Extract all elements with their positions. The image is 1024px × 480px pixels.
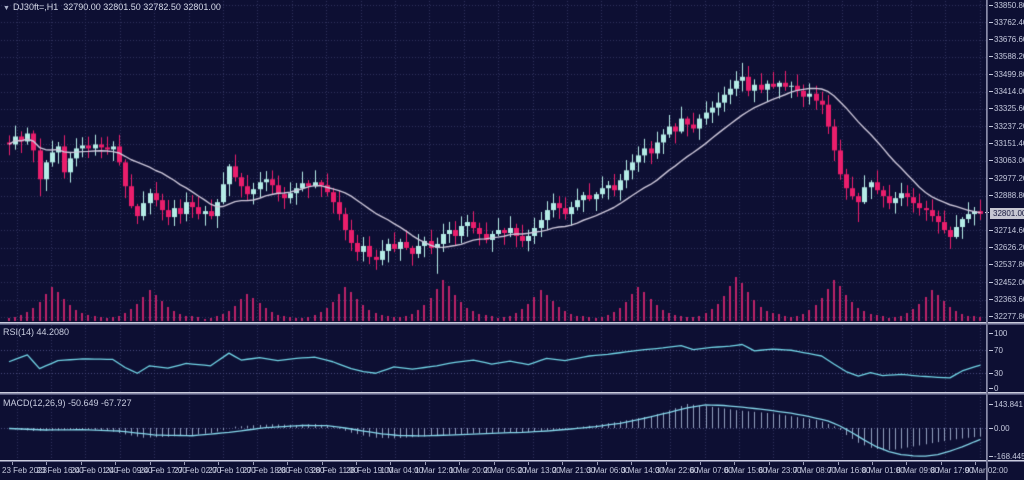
time-axis-label: 27 Feb 10:00 [208,462,256,475]
time-axis-label: 7 Mar 08:00 [793,462,836,475]
price-axis-label: 33151.40 [988,139,1024,148]
time-axis-label: 24 Feb 17:00 [139,462,187,475]
price-axis-label: 32452.00 [988,278,1024,287]
pane-separator-macd[interactable] [0,392,1024,395]
current-price-tag: 32801.00 [984,208,1024,220]
rsi-axis-label: 30 [989,368,1003,378]
collapse-arrow-icon[interactable]: ▼ [3,5,10,12]
rsi-axis-label: 100 [988,328,1008,338]
time-axis-label: 23 Feb 16:00 [36,462,84,475]
time-axis-label: 8 Mar 17:00 [930,462,974,475]
price-axis-label: 32277.80 [988,312,1024,321]
time-axis-label: 8 Mar 09:00 [896,462,940,475]
time-axis[interactable]: 23 Feb 2023 23 Feb 16:00 24 Feb 01:00 24 Fe… [0,462,1024,480]
price-axis[interactable]: 33850.80 33762.40 33676.60 33588.20 33499.80… [984,0,1024,461]
price-axis-label: 33237.20 [988,122,1024,131]
price-axis-label: 33414.00 [988,87,1024,96]
price-axis-separator [986,0,988,480]
time-axis-separator [0,460,1024,462]
price-axis-label: 32537.80 [988,260,1024,269]
price-axis-label: 32977.20 [988,174,1024,183]
time-axis-label: 6 Mar 23:00 [758,462,802,475]
rsi-axis-label: 0 [988,383,999,393]
time-axis-label: 2 Mar 21:00 [552,462,596,475]
price-axis-label: 33762.40 [988,18,1024,27]
price-axis-label: 33850.80 [988,1,1024,10]
time-axis-label: 28 Feb 19:00 [346,462,394,475]
price-axis-label: 32363.60 [988,295,1024,304]
time-axis-label: 8 Mar 01:00 [862,462,905,475]
time-axis-label: 1 Mar 04:00 [380,462,424,475]
price-axis-label: 33325.60 [988,104,1024,113]
time-axis-label: 2 Mar 05:00 [483,462,527,475]
main-chart-canvas[interactable] [0,0,987,461]
time-axis-label: 28 Feb 03:00 [277,462,325,475]
time-axis-label: 23 Feb 2023 [2,462,47,475]
time-axis-label: 3 Mar 22:00 [655,462,699,475]
price-axis-label: 32888.80 [988,191,1024,200]
chart-ohlc-readout: 32790.00 32801.50 32782.50 32801.00 [63,2,221,12]
time-axis-label: 3 Mar 14:00 [621,462,664,475]
pane-separator-rsi[interactable] [0,322,1024,325]
rsi-indicator-label: RSI(14) 44.2080 [3,327,70,337]
price-axis-label: 33588.20 [988,52,1024,61]
macd-axis-label: 0.00 [989,423,1010,433]
chart-symbol-timeframe: DJ30ft=,H1 [12,2,59,12]
price-axis-label: 32714.60 [988,226,1024,235]
time-axis-label: 28 Feb 11:00 [311,462,359,475]
time-axis-label: 1 Mar 20:00 [449,462,492,475]
time-axis-label: 24 Feb 01:00 [70,462,118,475]
time-axis-label: 6 Mar 07:00 [690,462,733,475]
time-axis-label: 1 Mar 12:00 [414,462,458,475]
macd-axis-label: 143.841 [989,399,1023,409]
time-axis-label: 24 Feb 09:00 [105,462,153,475]
time-axis-label: 7 Mar 16:00 [827,462,871,475]
price-axis-label: 33676.60 [988,35,1024,44]
time-axis-label: 27 Feb 18:00 [242,462,290,475]
macd-indicator-label: MACD(12,26,9) -50.649 -67.727 [3,398,132,408]
price-axis-label: 33499.80 [988,70,1024,79]
chart-title: ▼ DJ30ft=,H1 32790.00 32801.50 32782.50 3… [3,2,221,12]
time-axis-label: 6 Mar 15:00 [724,462,768,475]
rsi-axis-label: 70 [989,345,1003,355]
price-axis-label: 33063.00 [988,156,1024,165]
time-axis-label: 2 Mar 13:00 [518,462,561,475]
time-axis-label: 27 Feb 02:00 [174,462,222,475]
price-axis-label: 32626.20 [988,243,1024,252]
time-axis-label: 3 Mar 06:00 [586,462,630,475]
macd-axis-label: -168.445 [989,451,1024,461]
